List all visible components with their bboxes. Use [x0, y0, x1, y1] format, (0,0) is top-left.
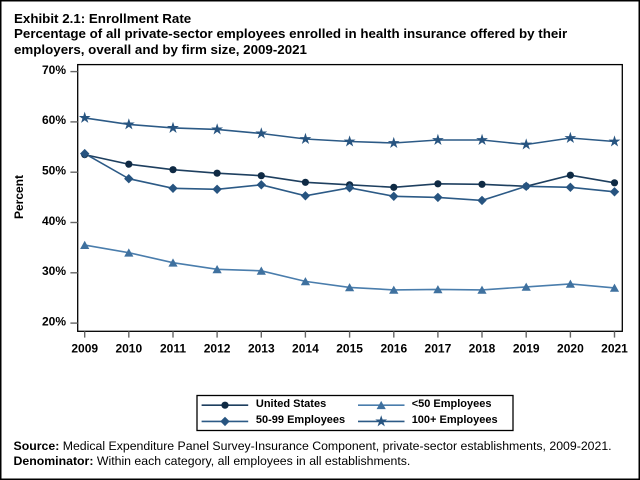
svg-text:2020: 2020 — [557, 341, 584, 355]
svg-text:2017: 2017 — [425, 341, 452, 355]
svg-text:2015: 2015 — [336, 341, 363, 355]
svg-text:30%: 30% — [42, 264, 66, 278]
svg-text:2016: 2016 — [380, 341, 407, 355]
svg-text:2009: 2009 — [71, 341, 98, 355]
svg-text:2019: 2019 — [513, 341, 540, 355]
svg-text:2018: 2018 — [469, 341, 496, 355]
svg-text:2014: 2014 — [292, 341, 319, 355]
svg-text:20%: 20% — [42, 314, 66, 328]
svg-text:2010: 2010 — [115, 341, 142, 355]
svg-text:2021: 2021 — [601, 341, 628, 355]
svg-text:60%: 60% — [42, 113, 66, 127]
svg-text:50%: 50% — [42, 164, 66, 178]
svg-text:2013: 2013 — [248, 341, 275, 355]
svg-text:2012: 2012 — [204, 341, 231, 355]
svg-text:United States: United States — [256, 398, 326, 410]
svg-text:40%: 40% — [42, 214, 66, 228]
svg-text:100+ Employees: 100+ Employees — [412, 414, 498, 426]
svg-text:50-99 Employees: 50-99 Employees — [256, 414, 345, 426]
svg-text:<50 Employees: <50 Employees — [412, 398, 492, 410]
svg-text:70%: 70% — [42, 63, 66, 77]
svg-text:2011: 2011 — [160, 341, 186, 355]
